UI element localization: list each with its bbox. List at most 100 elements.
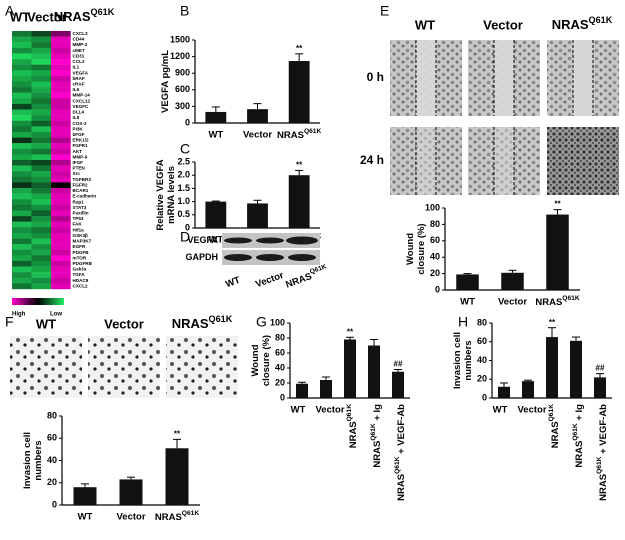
micrograph <box>166 336 238 398</box>
heatmap-cell <box>51 98 71 105</box>
x-tick-label-part: Q61K <box>548 404 555 422</box>
heatmap-cell <box>12 182 32 189</box>
gene-label: ERK1/2 <box>73 138 90 143</box>
gene-label: PTEN <box>73 166 86 171</box>
gene-label: GSK3β <box>73 233 89 238</box>
x-tick-label: NRASQ61K + Ig <box>370 404 382 468</box>
bar <box>296 383 308 398</box>
heatmap-cell <box>31 103 52 110</box>
gene-label: PDGFRB <box>73 261 93 266</box>
heatmap-cell <box>31 255 52 262</box>
y-tick-label: 2.0 <box>177 170 190 180</box>
x-tick-label-part: Q61K <box>182 510 200 517</box>
gene-label: MMP-14 <box>73 93 91 98</box>
y-tick-label: 40 <box>430 252 440 262</box>
gene-label: MMP-9 <box>73 154 88 159</box>
gene-label: BCAR1 <box>73 188 89 193</box>
y-tick-label: 40 <box>275 362 285 372</box>
significance-mark: ** <box>296 161 303 170</box>
heatmap-cell <box>12 176 32 183</box>
micrograph <box>88 336 160 398</box>
heatmap-cell <box>51 260 71 267</box>
bar <box>205 111 227 123</box>
x-tick-label: NRASQ61K <box>277 128 321 140</box>
panel-label: H <box>458 314 468 330</box>
heatmap-cell <box>12 42 32 49</box>
gene-label: Paxillin <box>73 211 89 216</box>
bar <box>392 371 404 398</box>
heatmap-cell <box>12 59 32 65</box>
heatmap-cell <box>31 199 52 206</box>
heatmap-cell <box>51 193 71 200</box>
blot-band <box>224 237 252 244</box>
heatmap-cell <box>51 47 71 54</box>
heatmap-cell <box>31 171 52 178</box>
significance-mark: ** <box>174 429 181 438</box>
gene-label: Src <box>73 171 81 176</box>
gene-label: CCL2 <box>73 59 85 64</box>
x-tick-label-part: NRAS <box>348 421 359 448</box>
gene-label: PI3K <box>73 126 84 131</box>
y-tick-label: 300 <box>175 101 190 111</box>
heatmap-cell <box>31 81 52 88</box>
x-tick-label: Vector <box>315 405 344 416</box>
heatmap-cell <box>31 75 52 82</box>
x-tick-label: NRASQ61K + VEGF-Ab <box>394 404 406 501</box>
heatmap-cell <box>51 126 71 133</box>
y-tick-label: 100 <box>270 317 285 327</box>
heatmap-cell <box>12 193 32 200</box>
gene-label: bFGF <box>73 132 85 137</box>
y-tick-label: 0.5 <box>177 209 190 219</box>
panel-label: B <box>180 3 189 19</box>
y-tick-label: 2.5 <box>177 156 190 166</box>
heatmap-cell <box>31 221 52 228</box>
heatmap-cell <box>51 188 71 194</box>
x-tick-label-part: NRAS <box>396 474 407 501</box>
bar <box>247 203 268 228</box>
heatmap-cell <box>51 137 71 144</box>
gene-label: IL1 <box>73 65 80 70</box>
heatmap-cell <box>12 70 32 77</box>
heatmap-cell <box>51 109 71 116</box>
colorbar-label: Low <box>50 312 62 318</box>
y-tick-label: 80 <box>477 317 487 327</box>
gene-label: cRAF <box>73 82 85 87</box>
heatmap-cell <box>12 143 32 149</box>
blot-lane-label-part: Q61K <box>309 263 328 276</box>
x-tick-label: NRASQ61K + VEGF-Ab <box>596 404 608 501</box>
heatmap-cell <box>51 64 71 71</box>
bar <box>205 201 227 228</box>
heatmap-cell <box>31 120 52 127</box>
wound-gap <box>494 127 514 195</box>
heatmap-cell <box>51 221 71 228</box>
x-tick-label: Vector <box>243 130 272 141</box>
heatmap-cell <box>31 70 52 77</box>
heatmap-cell <box>31 98 52 105</box>
heatmap-cell <box>31 47 52 54</box>
x-tick-label: WT <box>460 297 475 308</box>
heatmap-cell <box>12 103 32 110</box>
heatmap-cell <box>12 160 32 166</box>
significance-mark: ## <box>394 360 403 369</box>
x-tick-label-part: + VEGF-Ab <box>396 404 407 457</box>
heatmap-cell <box>51 238 71 245</box>
heatmap-cell <box>12 64 32 71</box>
y-tick-label: 80 <box>47 410 57 420</box>
y-tick-label: 20 <box>430 268 440 278</box>
significance-mark: ** <box>296 44 303 53</box>
heatmap-cell <box>12 115 32 121</box>
gene-label: FGFR2 <box>73 182 89 187</box>
gene-label: MAP3K7 <box>73 239 92 244</box>
heatmap-cell <box>12 81 32 88</box>
x-tick-label-part: NRAS <box>535 297 562 308</box>
heatmap-cell <box>51 283 71 290</box>
heatmap-cell <box>51 103 71 110</box>
blot-lane-label: NRASQ61K <box>284 263 330 290</box>
gene-label: AKT <box>73 149 83 154</box>
y-tick-label: 600 <box>175 84 190 94</box>
y-axis-label-line: VEGFA pg/mL <box>160 50 171 113</box>
y-tick-label: 40 <box>477 355 487 365</box>
heatmap-cell <box>51 70 71 77</box>
heatmap-cell <box>31 176 52 183</box>
heatmap-cell <box>51 266 71 273</box>
